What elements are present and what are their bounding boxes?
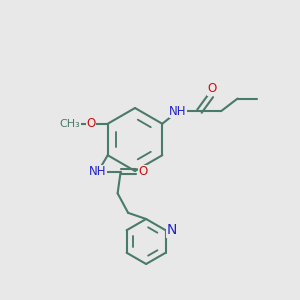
Text: NH: NH bbox=[169, 105, 187, 118]
Text: O: O bbox=[138, 165, 147, 178]
Text: O: O bbox=[87, 117, 96, 130]
Text: N: N bbox=[167, 223, 177, 237]
Text: CH₃: CH₃ bbox=[60, 119, 81, 129]
Text: NH: NH bbox=[89, 165, 107, 178]
Text: O: O bbox=[208, 82, 217, 95]
